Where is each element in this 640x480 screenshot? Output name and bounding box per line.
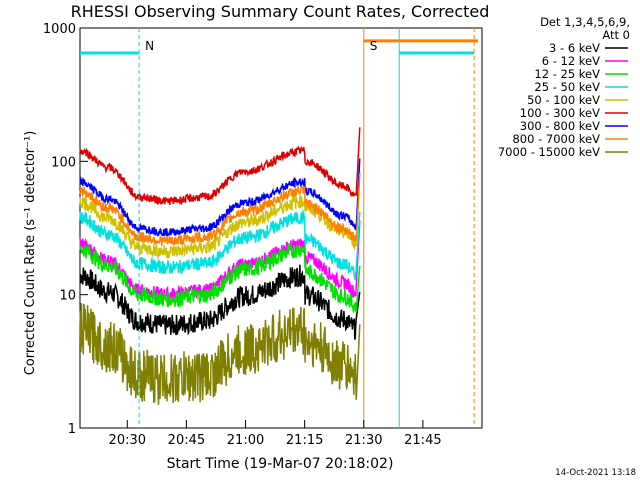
series-line-0 [79, 264, 361, 340]
series-lines [79, 127, 361, 405]
series-line-5 [79, 127, 361, 206]
legend-entry-4: 50 - 100 keV [527, 93, 600, 107]
annotation-label-1: S [370, 39, 378, 53]
series-line-2 [79, 241, 361, 313]
annotation-label-0: N [145, 39, 154, 53]
x-axis-label: Start Time (19-Mar-07 20:18:02) [167, 456, 394, 472]
series-line-6 [79, 158, 361, 237]
legend-header-line-2: Att 0 [602, 28, 630, 42]
x-tick-label-3: 21:15 [286, 433, 323, 448]
legend-entry-1: 6 - 12 keV [542, 54, 600, 68]
footer-timestamp: 14-Oct-2021 13:18 [555, 468, 636, 478]
axis-ticks: 20:30 20:45 21:00 21:15 21:30 21:45 1 10 100 1000 [43, 22, 442, 448]
series-line-7 [79, 173, 361, 247]
x-tick-label-2: 21:00 [227, 433, 264, 448]
legend-entry-3: 25 - 50 keV [534, 80, 600, 94]
series-line-4 [79, 171, 361, 260]
legend-entry-5: 100 - 300 keV [520, 106, 600, 120]
y-tick-label-2: 100 [51, 155, 76, 170]
series-line-3 [79, 208, 361, 281]
x-tick-label-1: 20:45 [168, 433, 205, 448]
y-tick-label-0: 1 [68, 422, 76, 437]
legend-entry-8: 7000 - 15000 keV [498, 145, 600, 159]
x-tick-label-5: 21:45 [404, 433, 441, 448]
y-axis-label: Corrected Count Rate (s⁻¹ detector⁻¹) [23, 131, 38, 376]
legend-entry-2: 12 - 25 keV [534, 67, 600, 81]
x-tick-label-4: 21:30 [345, 433, 382, 448]
plot-frame [79, 27, 483, 429]
y-tick-label-1: 10 [59, 289, 76, 304]
series-line-8 [79, 302, 361, 405]
legend-entry-7: 800 - 7000 keV [512, 132, 600, 146]
legend-header-line-1: Det 1,3,4,5,6,9, [540, 15, 630, 29]
chart-title: RHESSI Observing Summary Count Rates, Co… [71, 2, 490, 21]
y-tick-label-3: 1000 [43, 22, 76, 37]
legend-entry-0: 3 - 6 keV [549, 41, 600, 55]
x-tick-label-0: 20:30 [109, 433, 146, 448]
legend-entry-6: 300 - 800 keV [520, 119, 600, 133]
